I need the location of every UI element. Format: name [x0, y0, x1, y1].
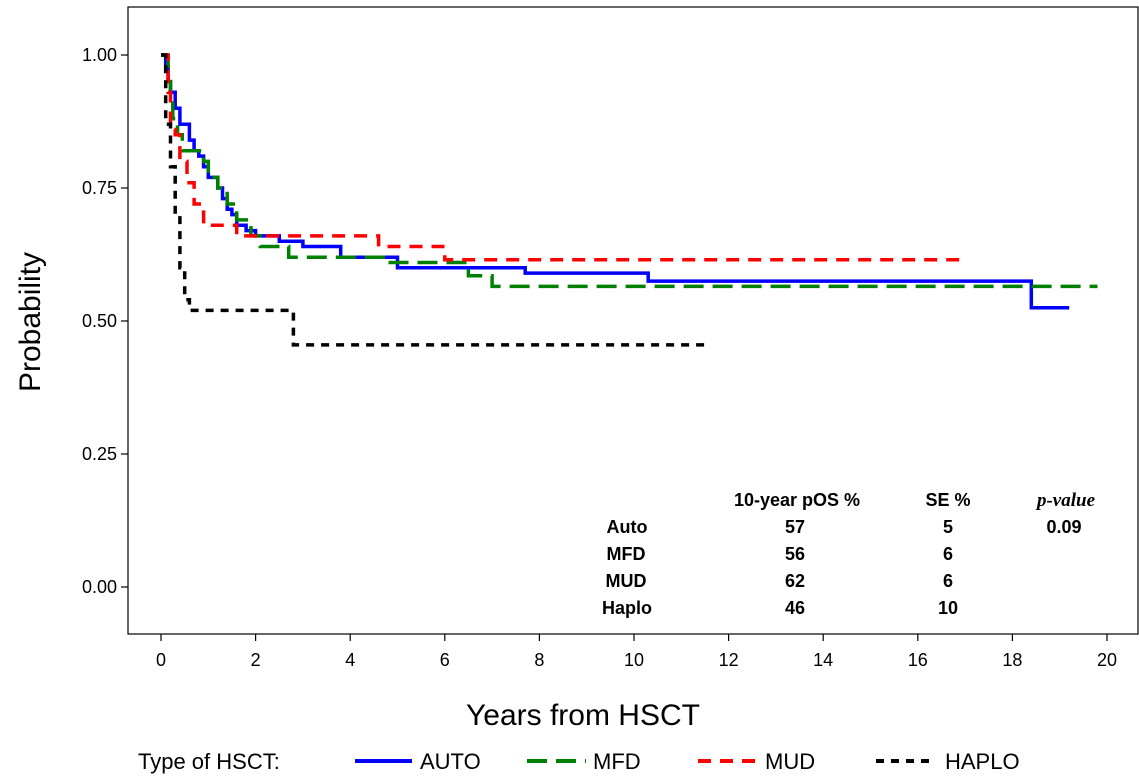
table-cell-pos: 57 [785, 517, 805, 537]
legend-label-haplo: HAPLO [945, 749, 1020, 774]
x-tick-label: 6 [440, 650, 450, 670]
x-tick-label: 12 [719, 650, 739, 670]
x-tick-label: 2 [251, 650, 261, 670]
y-axis-title: Probability [14, 252, 47, 392]
legend: Type of HSCT: AUTO MFD MUD HAPLO [138, 749, 1020, 774]
annotation-table: 10-year pOS % SE % p-value Auto 57 5 0.0… [602, 490, 1096, 618]
x-tick-label: 10 [624, 650, 644, 670]
table-row-label: MUD [606, 571, 647, 591]
table-cell-se: 6 [943, 571, 953, 591]
table-cell-se: 5 [943, 517, 953, 537]
x-tick-label: 14 [813, 650, 833, 670]
y-tick-label: 0.25 [82, 444, 117, 464]
table-header-pos: 10-year pOS % [734, 490, 860, 510]
table-header-pvalue: p-value [1035, 490, 1096, 511]
y-tick-label: 1.00 [82, 45, 117, 65]
series-lines [161, 53, 1098, 347]
table-cell-pos: 46 [785, 598, 805, 618]
y-tick-label: 0.75 [82, 178, 117, 198]
legend-label-mud: MUD [765, 749, 815, 774]
x-tick-label: 0 [156, 650, 166, 670]
table-cell-se: 6 [943, 544, 953, 564]
legend-title: Type of HSCT: [138, 749, 280, 774]
y-axis-ticks: 0.00 0.25 0.50 0.75 1.00 [82, 45, 128, 597]
x-tick-label: 20 [1097, 650, 1117, 670]
plot-frame [127, 6, 1139, 635]
x-axis-title: Years from HSCT [466, 699, 700, 732]
table-cell-pos: 56 [785, 544, 805, 564]
legend-label-mfd: MFD [593, 749, 641, 774]
x-tick-label: 8 [534, 650, 544, 670]
table-row-label: Haplo [602, 598, 652, 618]
x-tick-label: 4 [345, 650, 355, 670]
series-line-haplo [161, 53, 705, 347]
series-line-auto [161, 53, 1070, 310]
y-tick-label: 0.50 [82, 311, 117, 331]
series-line-mfd [161, 53, 1098, 289]
series-line-mud [161, 53, 966, 262]
table-cell-se: 10 [938, 598, 958, 618]
table-cell-pvalue: 0.09 [1046, 517, 1081, 537]
x-axis-ticks: 0 2 4 6 8 10 12 14 16 18 20 [156, 634, 1117, 670]
table-row-label: MFD [607, 544, 646, 564]
table-cell-pos: 62 [785, 571, 805, 591]
x-tick-label: 18 [1002, 650, 1022, 670]
y-tick-label: 0.00 [82, 577, 117, 597]
table-row-label: Auto [607, 517, 648, 537]
legend-label-auto: AUTO [420, 749, 481, 774]
x-tick-label: 16 [908, 650, 928, 670]
table-header-se: SE % [925, 490, 970, 510]
